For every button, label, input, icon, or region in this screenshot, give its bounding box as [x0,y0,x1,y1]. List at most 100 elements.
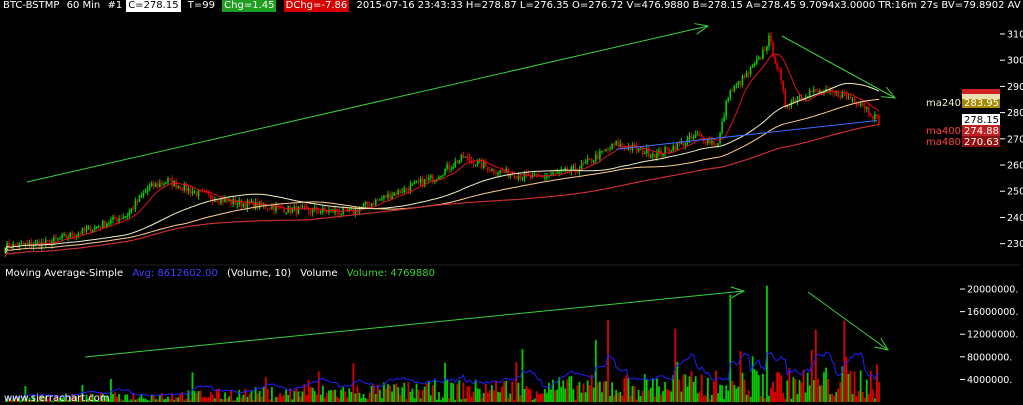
candle-body [582,163,585,165]
candle-body [749,67,752,74]
candle-body [413,181,416,184]
volume-bar [77,400,80,402]
volume-bar [283,394,286,402]
candle-body [584,161,587,164]
candle-body [819,90,821,93]
volume-bar [248,394,251,402]
ma-label-value: 283.95 [964,98,999,109]
volume-bar [122,400,125,402]
candle-body [395,192,397,195]
candle-body [741,76,744,85]
volume-bar [806,372,809,402]
volume-bar [150,394,153,402]
candle-body [230,200,232,205]
volume-bar [108,399,110,402]
volume-bar [702,396,705,402]
candle-body [835,91,837,93]
volume-bar [105,395,108,402]
candle-body [861,103,864,106]
chart-number: #1 [107,0,123,11]
volume-bar [391,391,393,402]
candle-body [387,193,389,198]
candle-body [682,141,685,146]
candle-body [273,206,275,212]
candle-body [209,194,212,199]
candle-body [776,63,778,69]
candle-body [350,208,353,210]
volume-bar [26,400,29,402]
volume-bar [303,383,306,402]
candle-body [154,183,157,188]
volume-bar [664,382,666,402]
candle-body [839,96,842,98]
candle-body [605,148,607,151]
candle-body [474,164,477,166]
candle-body [28,242,31,244]
volume-bar [18,396,21,402]
trend-arrow-up-head [694,23,710,35]
volume-bar [778,372,781,402]
candle-body [511,174,514,176]
volume-bar [474,379,477,402]
candle-body [739,81,742,85]
volume-bar [684,374,687,402]
candle-body [810,90,813,93]
ma-label-box [962,89,1000,94]
volume-bar [264,377,267,402]
candle-body [540,175,542,177]
volume-bar [523,388,526,402]
volume-bar [792,377,795,402]
volume-bar [305,394,308,402]
candle-body [535,174,538,176]
volume-bar [552,379,554,402]
volume-bar [731,380,734,402]
candle-body [698,134,701,136]
candle-body [346,207,349,211]
volume-bar [472,391,475,402]
volume-bar [550,389,552,402]
volume-bar [407,382,410,402]
candle-body [731,90,734,92]
candle-body [150,183,153,187]
candle-body [14,243,17,246]
volume-bar [519,395,522,402]
volume-bar [456,384,459,402]
volume-tick-label: 8000000. [967,352,1012,363]
volume-bar [780,375,783,402]
volume-bar [454,399,457,402]
volume-bar [152,394,155,402]
candle-body [269,209,271,211]
volume-bar [515,362,518,402]
candle-body [542,176,544,178]
candle-body [550,174,552,176]
volume-bar [823,372,825,402]
volume-bar [423,386,426,402]
candle-body [458,160,461,164]
volume-bar [737,386,740,402]
volume-bar [484,384,487,402]
volume-bar [387,384,389,402]
candle-body [309,211,312,213]
volume-bar [723,398,726,402]
volume-bar [442,397,444,402]
candle-body [599,151,601,160]
candle-body [572,166,575,168]
candle-body [334,209,336,213]
volume-bar [871,389,874,402]
volume-bar [825,367,827,402]
volume-bar [876,364,878,402]
candle-body [281,206,283,209]
volume-bar [6,398,8,402]
candle-body [874,113,876,119]
candle-body [617,140,620,147]
candle-body [120,218,122,220]
volume-bar [397,387,400,402]
volume-bar [607,320,609,402]
volume-bar [103,398,106,402]
candle-body [126,216,129,218]
candle-body [482,162,485,168]
volume-bar [507,397,510,402]
volume-bar [578,381,581,402]
candle-body [570,167,573,172]
